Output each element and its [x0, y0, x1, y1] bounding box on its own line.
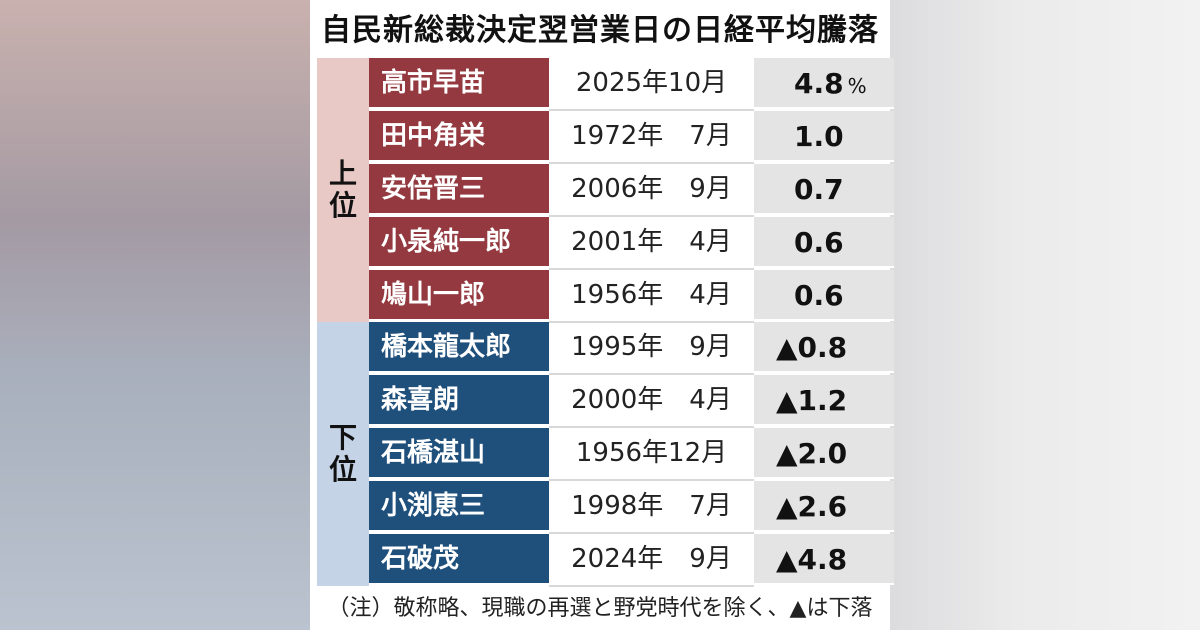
date-cell: 2025年10月	[549, 58, 754, 111]
unit-label: %	[847, 74, 867, 98]
date-cell: 1995年 9月	[549, 322, 754, 375]
name-cell: 高市早苗	[369, 58, 549, 109]
value-text: 0.7	[794, 173, 844, 206]
table-row: 森喜朗 2000年 4月 ▲1.2	[369, 375, 894, 428]
value-cell: 0.7	[754, 164, 894, 215]
value-cell: ▲2.6	[754, 481, 894, 532]
date-cell: 1956年 4月	[549, 270, 754, 323]
value-cell: ▲1.2	[754, 375, 894, 426]
value-cell: 0.6	[754, 217, 894, 268]
background-right	[890, 0, 1200, 630]
name-cell: 安倍晋三	[369, 164, 549, 215]
table-row: 田中角栄 1972年 7月 1.0	[369, 111, 894, 164]
table-row: 小泉純一郎 2001年 4月 0.6	[369, 217, 894, 270]
date-cell: 2006年 9月	[549, 164, 754, 217]
name-cell: 橋本龍太郎	[369, 322, 549, 373]
value-cell: ▲4.8	[754, 534, 894, 585]
value-text: 0.6	[794, 226, 844, 259]
value-text: 1.0	[794, 120, 844, 153]
group-label-top-char-1: 上	[328, 157, 357, 190]
name-cell: 森喜朗	[369, 375, 549, 426]
name-cell: 鳩山一郎	[369, 270, 549, 321]
table-row: 鳩山一郎 1956年 4月 0.6	[369, 270, 894, 323]
group-label-bottom-char-1: 下	[328, 421, 357, 454]
footnote: （注）敬称略、現職の再選と野党時代を除く、▲は下落	[327, 596, 873, 621]
value-text: ▲2.6	[776, 490, 848, 523]
group-label-bottom-char-2: 位	[328, 453, 357, 486]
group-label-top-char-2: 位	[328, 189, 357, 222]
value-cell: 1.0	[754, 111, 894, 162]
value-text: ▲1.2	[776, 384, 848, 417]
value-text: 0.6	[794, 279, 844, 312]
table-card: 自民新総裁決定翌営業日の日経平均騰落 上 位 下 位 高市早苗 2025年10月…	[310, 0, 894, 630]
name-cell: 石橋湛山	[369, 428, 549, 479]
table-row: 小渕恵三 1998年 7月 ▲2.6	[369, 481, 894, 534]
date-cell: 2000年 4月	[549, 375, 754, 428]
name-cell: 石破茂	[369, 534, 549, 585]
date-cell: 2001年 4月	[549, 217, 754, 270]
name-cell: 小渕恵三	[369, 481, 549, 532]
table-row: 石破茂 2024年 9月 ▲4.8	[369, 534, 894, 587]
chart-title: 自民新総裁決定翌営業日の日経平均騰落	[321, 13, 879, 48]
table-row: 安倍晋三 2006年 9月 0.7	[369, 164, 894, 217]
value-cell: 4.8%	[754, 58, 894, 109]
background-left	[0, 0, 310, 630]
value-cell: 0.6	[754, 270, 894, 321]
group-label-top: 上 位	[317, 58, 372, 322]
value-text: ▲4.8	[776, 543, 848, 576]
value-cell: ▲0.8	[754, 322, 894, 373]
date-cell: 1998年 7月	[549, 481, 754, 534]
value-text: 4.8	[794, 67, 844, 100]
value-text: ▲0.8	[776, 331, 848, 364]
table-row: 高市早苗 2025年10月 4.8%	[369, 58, 894, 111]
date-cell: 2024年 9月	[549, 534, 754, 587]
group-label-bottom: 下 位	[317, 322, 372, 586]
name-cell: 田中角栄	[369, 111, 549, 162]
value-text: ▲2.0	[776, 437, 848, 470]
name-cell: 小泉純一郎	[369, 217, 549, 268]
date-cell: 1956年12月	[549, 428, 754, 481]
table-row: 橋本龍太郎 1995年 9月 ▲0.8	[369, 322, 894, 375]
table-row: 石橋湛山 1956年12月 ▲2.0	[369, 428, 894, 481]
date-cell: 1972年 7月	[549, 111, 754, 164]
value-cell: ▲2.0	[754, 428, 894, 479]
